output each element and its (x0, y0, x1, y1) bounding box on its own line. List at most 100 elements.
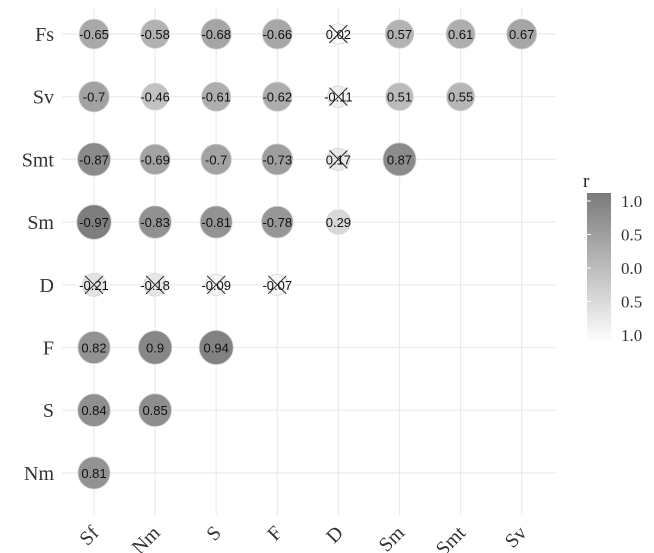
correlation-cell: 0.51 (385, 82, 414, 111)
correlation-value-label: 0.87 (387, 152, 412, 167)
correlation-cell: -0.78 (261, 205, 294, 239)
x-tick-label: S (202, 522, 225, 545)
correlation-circle (198, 330, 234, 365)
correlation-cell: -0.83 (138, 205, 172, 239)
insignificant-cross-mark (84, 275, 104, 295)
x-tick-label: Sf (75, 522, 103, 550)
correlation-cell: 0.67 (506, 18, 538, 50)
color-legend: r 1.0 0.5 0.0 0.5 1.0 (583, 171, 642, 345)
correlation-value-label: -0.61 (201, 90, 231, 105)
legend-tick-label: 1.0 (621, 192, 642, 211)
correlation-circle (201, 81, 232, 112)
correlation-value-label: -0.7 (205, 152, 227, 167)
correlation-circle (140, 19, 170, 49)
correlation-circle (138, 205, 172, 239)
correlation-value-label: -0.81 (201, 215, 231, 230)
correlation-cell: -0.07 (262, 273, 292, 296)
correlation-value-label: -0.87 (79, 152, 109, 167)
correlation-circle (445, 19, 476, 49)
x-tick-label: Smt (432, 522, 471, 553)
correlation-cell: -0.11 (324, 85, 353, 108)
correlation-circle (261, 205, 294, 239)
correlation-cell: -0.7 (78, 81, 110, 113)
correlation-value-label: 0.82 (81, 341, 106, 356)
correlation-circle (77, 456, 111, 490)
correlation-value-label: 0.55 (448, 90, 473, 105)
correlation-circle (325, 209, 351, 235)
correlation-circle (200, 18, 232, 50)
legend-tick-label: 0.5 (621, 226, 642, 245)
correlation-cell: -0.18 (140, 273, 170, 297)
correlation-cell: 0.87 (382, 142, 417, 177)
correlation-value-label: -0.7 (83, 90, 105, 105)
x-tick-label: Sv (501, 522, 531, 552)
legend-tick-label: 0.5 (621, 293, 642, 312)
correlation-value-label: -0.66 (262, 27, 292, 42)
correlation-cell: -0.87 (77, 142, 111, 177)
legend-tick-label: 1.0 (621, 326, 642, 345)
correlation-circle (77, 142, 111, 177)
x-tick-label: Sm (375, 522, 410, 553)
correlation-circle (199, 205, 233, 239)
y-tick-label: D (40, 275, 54, 297)
insignificant-cross-mark (145, 275, 165, 295)
correlation-circle (137, 330, 173, 365)
correlation-circle (200, 143, 232, 176)
correlation-value-label: -0.69 (140, 152, 170, 167)
correlation-circle (262, 81, 293, 112)
correlation-circle (446, 82, 476, 112)
correlation-cell: 0.9 (137, 330, 173, 365)
correlation-circle (138, 393, 172, 427)
correlation-value-label: 0.67 (509, 27, 534, 42)
correlation-cell: -0.61 (201, 81, 232, 112)
y-tick-label: Sm (27, 212, 54, 234)
correlation-cell: -0.58 (140, 19, 170, 49)
grid-lines (62, 8, 556, 515)
correlation-cell: -0.73 (261, 143, 294, 176)
correlation-circle (261, 18, 293, 50)
x-tick-label: D (322, 522, 348, 548)
correlation-value-label: -0.46 (140, 90, 170, 105)
correlation-value-label: -0.65 (79, 27, 109, 42)
y-axis-labels: Fs Sv Smt Sm D F S Nm (22, 24, 55, 485)
correlation-cell: 0.02 (326, 23, 351, 45)
x-axis-labels: Sf Nm S F D Sm Smt Sv (75, 522, 531, 553)
correlation-value-label: -0.58 (140, 27, 170, 42)
correlation-cell: 0.17 (326, 147, 351, 172)
y-tick-label: Nm (24, 463, 54, 485)
correlation-value-label: -0.83 (140, 215, 170, 230)
correlation-circle (385, 82, 414, 111)
insignificant-cross-mark (206, 275, 226, 295)
correlation-cell: 0.85 (138, 393, 172, 427)
correlation-value-label: -0.68 (201, 27, 231, 42)
correlation-cell: 0.94 (198, 330, 234, 365)
correlation-cell: -0.7 (200, 143, 232, 176)
correlation-cell: -0.65 (78, 18, 110, 50)
correlation-value-label: 0.94 (204, 341, 229, 356)
correlation-value-label: -0.78 (262, 215, 292, 230)
correlation-value-label: 0.61 (448, 27, 473, 42)
correlation-cell: 0.29 (325, 209, 351, 235)
insignificant-cross-mark (329, 24, 348, 44)
correlation-value-label: 0.29 (326, 215, 351, 230)
correlation-circle (139, 143, 171, 175)
correlation-value-label: 0.51 (387, 90, 412, 105)
correlation-cells: -0.65 -0.58 -0.68 -0.66 0.02 0.57 0.61 0.67 -0.7… (76, 18, 538, 490)
y-tick-label: Smt (22, 149, 55, 171)
correlation-cell: 0.57 (384, 19, 415, 49)
insignificant-cross-mark (329, 87, 348, 107)
correlation-cell: -0.97 (76, 204, 112, 240)
correlation-cell: -0.66 (261, 18, 293, 50)
correlation-circle (76, 204, 112, 240)
correlation-value-label: 0.85 (142, 403, 167, 418)
x-tick-label: Nm (128, 522, 165, 553)
correlation-value-label: 0.84 (81, 403, 106, 418)
y-tick-label: F (43, 338, 54, 360)
correlation-cell: -0.62 (262, 81, 293, 112)
insignificant-cross-mark (267, 275, 287, 295)
correlation-circle (506, 18, 538, 50)
correlation-circle (78, 81, 110, 113)
correlation-cell: -0.46 (140, 82, 170, 111)
x-tick-label: F (263, 522, 286, 545)
